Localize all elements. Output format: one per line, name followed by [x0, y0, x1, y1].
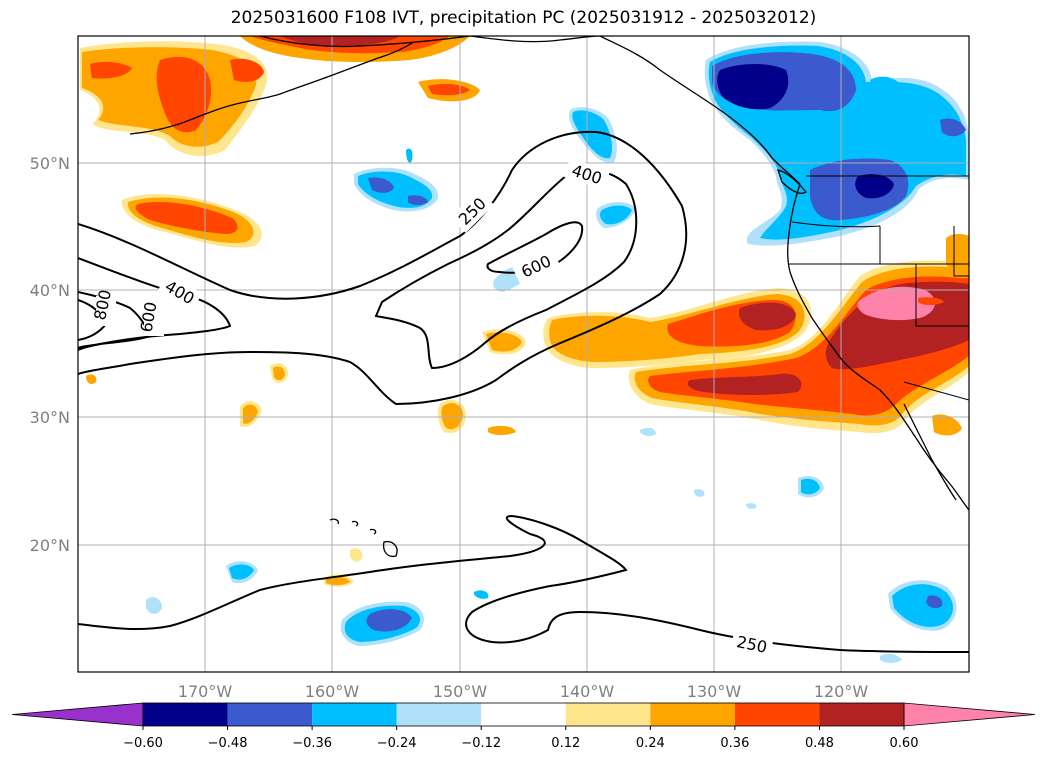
lat-label: 50°N [30, 154, 70, 173]
precip-region [717, 64, 789, 110]
precip-region [230, 58, 264, 82]
precip-region [687, 373, 802, 395]
colorbar-tick-label: 0.60 [890, 736, 919, 751]
nv-az-border [953, 226, 969, 277]
map-border [77, 35, 970, 673]
state-borders [788, 175, 969, 401]
lat-label: 20°N [30, 536, 70, 555]
colorbar-tick-label: 0.36 [720, 736, 749, 751]
us-west-coast [787, 183, 969, 511]
precip-region [932, 414, 962, 436]
colorbar-tick-label: 0.24 [636, 736, 665, 751]
alaska-coast [259, 36, 471, 48]
map-content: 250 400 600 800 400 600 250 [78, 36, 969, 672]
colorbar-segment [143, 703, 228, 726]
ivt-contour-600 [486, 221, 584, 274]
precip-region [90, 61, 132, 79]
colorbar-extend-high [903, 702, 1036, 727]
precip-region [870, 76, 902, 98]
lon-label: 130°W [687, 682, 742, 701]
precip-region [801, 478, 820, 495]
bc-coast [599, 36, 801, 185]
precip-region [441, 403, 463, 430]
precip-region [366, 609, 412, 632]
colorbar-segment [819, 703, 904, 726]
precip-region [350, 548, 363, 562]
us-mexico-border [903, 381, 969, 401]
vancouver-island [777, 169, 807, 194]
precip-region [406, 148, 413, 163]
precip-region [280, 36, 400, 46]
precip-region [918, 297, 944, 305]
precip-region [892, 584, 953, 627]
precip-region [135, 201, 238, 234]
precip-region [746, 503, 757, 509]
aleutian-islands [129, 41, 415, 135]
lon-label: 160°W [305, 682, 360, 701]
precip-negative-regions [146, 41, 969, 663]
colorbar-border [142, 702, 905, 727]
precip-region [243, 404, 258, 424]
precip-region [640, 427, 656, 437]
ivt-contour-250 [78, 130, 688, 406]
precip-region [229, 564, 254, 580]
precip-region [146, 597, 162, 614]
colorbar-tick-label: 0.12 [551, 736, 580, 751]
colorbar-tick-label: −0.24 [377, 736, 417, 751]
precip-region [572, 110, 612, 159]
precip-region [86, 374, 97, 384]
gridlines [78, 36, 969, 672]
colorbar-tick-label: −0.60 [123, 736, 163, 751]
colorbar-segment [565, 703, 651, 726]
coastlines [129, 36, 969, 558]
lon-label: 150°W [433, 682, 488, 701]
colorbar-tick-label: −0.36 [292, 736, 332, 751]
precip-region [599, 205, 632, 225]
colorbar: −0.60 −0.48 −0.36 −0.24 −0.12 0.12 0.24 0.36 0.4… [11, 702, 1036, 751]
precip-region [738, 302, 796, 331]
ivt-contour-labels: 250 400 600 800 400 600 250 [90, 158, 774, 658]
precip-region [940, 118, 966, 137]
colorbar-tick-label: −0.12 [461, 736, 501, 751]
precip-region [855, 174, 894, 199]
precip-region [946, 234, 969, 277]
lat-label: 40°N [30, 281, 70, 300]
precip-region [273, 366, 285, 381]
precip-region [408, 195, 428, 205]
precip-region [486, 332, 522, 352]
colorbar-extend-low [11, 702, 144, 727]
latitude-labels: 50°N 40°N 30°N 20°N [30, 154, 70, 555]
ivt-contour-400 [374, 169, 638, 370]
colorbar-tick-label: 0.48 [805, 736, 834, 751]
precip-region [488, 425, 516, 435]
lon-label: 170°W [178, 682, 233, 701]
ivt-contours [78, 130, 969, 653]
colorbar-tick-label: −0.48 [208, 736, 248, 751]
lon-label: 140°W [560, 682, 615, 701]
colorbar-segment [734, 703, 820, 726]
precip-region [926, 595, 943, 609]
lon-label: 120°W [814, 682, 869, 701]
precip-region [368, 177, 394, 193]
precip-region [694, 489, 705, 497]
wa-or-border [791, 221, 881, 228]
colorbar-segment [312, 703, 397, 726]
precip-region [156, 56, 212, 133]
ivt-contour-250-south [78, 514, 969, 653]
colorbar-segment [481, 703, 566, 726]
colorbar-segment [650, 703, 735, 726]
colorbar-segment [227, 703, 313, 726]
gulf-of-alaska-coast [469, 36, 601, 43]
hawaii-islands [329, 518, 398, 558]
precip-region [474, 590, 489, 599]
colorbar-segment [396, 703, 482, 726]
map-title: 2025031600 F108 IVT, precipitation PC (2… [230, 8, 817, 28]
baja-california [903, 403, 957, 501]
longitude-labels: 170°W 160°W 150°W 140°W 130°W 120°W [178, 682, 869, 701]
ca-nv-border [915, 264, 969, 327]
precip-region [880, 653, 902, 663]
lat-label: 30°N [30, 408, 70, 427]
